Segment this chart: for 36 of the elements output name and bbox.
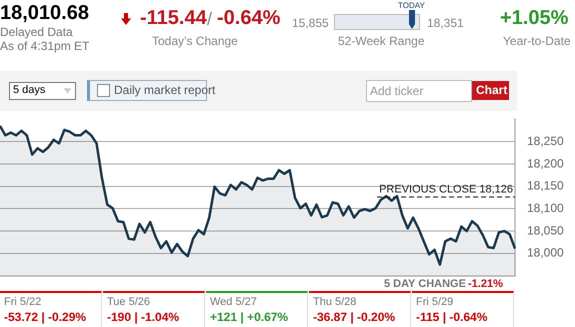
text: Wed 5/27 [210,296,257,308]
text: As of 4:31pm ET [0,39,90,53]
text: +121 | +0.67% [210,310,288,324]
y-tick-label: 18,100 [527,201,564,215]
text: Fri 5/29 [416,296,454,308]
y-tick-label: 18,200 [527,156,564,170]
text: 5 DAY CHANGE [382,278,468,290]
text: TODAY [398,1,425,10]
text: Tue 5/26 [107,296,150,308]
text: -0.64% [217,7,280,30]
text: 15,855 [292,16,329,30]
text: / [207,9,212,30]
text: 52-Week Range [338,34,424,48]
text: -36.87 | -0.20% [313,310,396,324]
text: Add ticker [370,84,424,98]
text: Delayed Data [0,25,73,39]
text: Today’s Change [152,34,238,48]
y-tick-label: 18,150 [527,178,564,193]
text: Fri 5/22 [4,296,42,308]
text: -190 | -1.04% [107,310,180,324]
text: Chart [476,83,508,97]
text: -53.72 | -0.29% [4,310,86,324]
text: Daily market report [114,83,216,97]
text: -1.21% [466,278,505,290]
text: -115 | -0.64% [416,310,488,324]
text: Thu 5/28 [313,296,356,308]
text: -115.44 [140,7,207,30]
text: Year-to-Date [503,34,571,48]
text: 18,010.68 [0,2,89,25]
text: 5 days [13,84,46,96]
y-tick-label: 18,050 [527,223,564,238]
y-tick-label: 18,250 [527,134,564,148]
text: 18,351 [427,16,464,30]
y-tick-label: 18,000 [527,246,564,260]
text: +1.05% [500,7,568,30]
ref-line-label: PREVIOUS CLOSE 18,126 [379,184,513,196]
